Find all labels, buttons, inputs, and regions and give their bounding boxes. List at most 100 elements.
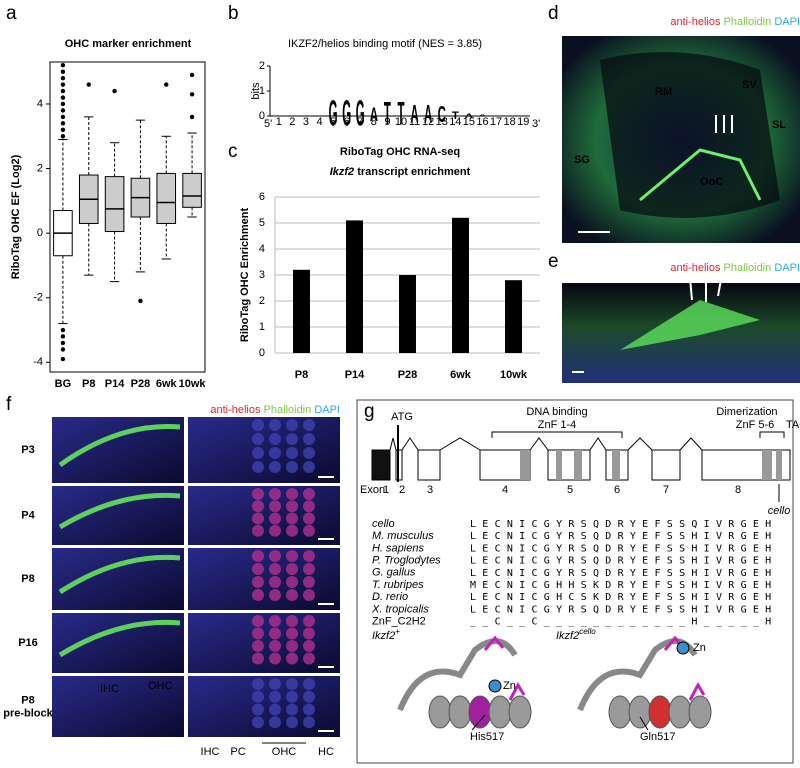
residue: L (470, 568, 476, 579)
intron (439, 437, 481, 451)
arrows (689, 115, 733, 302)
outlier (60, 75, 66, 81)
nucleus (269, 652, 281, 665)
nucleus (252, 716, 264, 729)
residue: C (531, 556, 537, 567)
residue: C (531, 568, 537, 579)
intron (401, 437, 419, 451)
micrograph-detail (620, 300, 760, 350)
residue: _ (654, 617, 661, 628)
logo-letter: T (452, 110, 459, 122)
micrograph-detail (600, 52, 780, 218)
residue: E (642, 519, 648, 530)
residue: _ (667, 617, 674, 628)
residue: D (605, 580, 611, 591)
stain-legend: anti-helios Phalloidin DAPI (210, 404, 340, 416)
nucleus (303, 524, 315, 537)
residue: C (495, 592, 501, 603)
residue: Q (593, 604, 599, 615)
residue: E (642, 580, 648, 591)
residue: S (679, 592, 685, 603)
residue: E (642, 531, 648, 542)
residue: V (716, 531, 722, 542)
protein-backbone (397, 638, 518, 712)
subtitle-rest: transcript enrichment (357, 166, 470, 178)
y-tick-label: 4 (259, 243, 265, 255)
stain-legend: anti-helios Phalloidin DAPI (670, 16, 800, 28)
stain-name: Phalloidin (724, 16, 772, 28)
bar (399, 275, 416, 353)
residue: _ (741, 617, 748, 628)
label: cello (768, 505, 791, 517)
residue: S (581, 519, 587, 530)
panel-label: f (6, 394, 12, 415)
logo-letter: T (384, 97, 391, 133)
residue: S (581, 556, 587, 567)
residue: R (618, 592, 625, 603)
micrograph (188, 613, 340, 673)
residue: V (716, 580, 722, 591)
residue: L (470, 604, 476, 615)
nucleus (252, 678, 264, 690)
nucleus (269, 500, 281, 513)
residue: H (765, 617, 771, 628)
row-label: P8 (21, 694, 34, 706)
residue: I (519, 556, 525, 567)
nucleus (286, 652, 298, 665)
micrograph (188, 417, 340, 483)
nucleus (269, 690, 281, 703)
bracket (491, 431, 623, 438)
nucleus (252, 640, 264, 652)
residue: H (691, 617, 697, 628)
species-name: T. rubripes (372, 579, 424, 591)
nucleus (286, 447, 298, 459)
residue: C (531, 604, 537, 615)
residue: Q (593, 556, 599, 567)
residue: I (704, 592, 710, 603)
residue: H (691, 543, 697, 554)
residue: H (691, 556, 697, 567)
residue: R (618, 604, 625, 615)
zn-label: Zn (693, 642, 706, 654)
nucleus (286, 524, 298, 537)
residue: R (618, 519, 625, 530)
box (156, 172, 177, 224)
nucleus (303, 576, 315, 588)
nucleus (286, 703, 298, 716)
residue: H (691, 531, 697, 542)
residue: Y (630, 543, 636, 554)
exon (547, 449, 591, 481)
helix-turn (468, 695, 492, 729)
residue: D (605, 531, 611, 542)
x-tick-label: 19 (517, 116, 529, 128)
residue: I (519, 604, 525, 615)
residue: Y (556, 519, 562, 530)
nucleus (269, 419, 281, 431)
nucleus (303, 488, 315, 500)
nucleus (286, 690, 298, 703)
nucleus (269, 716, 281, 729)
exon-number: 6 (614, 484, 620, 496)
residue: C (531, 592, 537, 603)
residue: S (581, 531, 587, 542)
residue: Y (556, 556, 562, 567)
residue: G (544, 519, 550, 530)
residue: _ (605, 617, 612, 628)
stain-name: anti-helios (670, 262, 721, 274)
residue: G (741, 519, 747, 530)
residue: C (495, 604, 501, 615)
residue: I (704, 556, 710, 567)
exon-number: 1 (383, 484, 389, 496)
micrograph-detail (58, 554, 181, 595)
residue: S (667, 531, 673, 542)
residue: C (495, 519, 501, 530)
residue: Y (556, 543, 562, 554)
panel-frame (356, 399, 794, 764)
species-name: G. gallus (372, 567, 416, 579)
y-tick-label: 4 (37, 98, 43, 110)
residue: Y (556, 531, 562, 542)
residue: _ (568, 617, 575, 628)
residue: G (544, 531, 550, 542)
residue: G (544, 592, 550, 603)
zinc-ion (676, 641, 690, 655)
